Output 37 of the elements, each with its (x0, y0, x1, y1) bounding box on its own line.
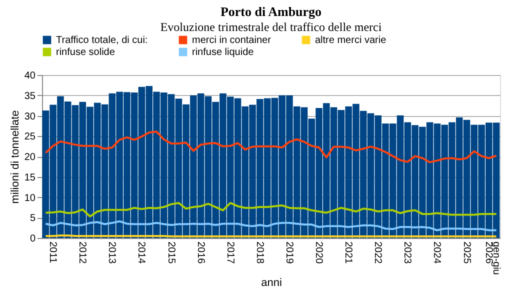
y-tick-label: 15 (24, 172, 36, 184)
x-tick-label: 2021 (342, 242, 354, 264)
line-series (44, 202, 498, 218)
x-tick-label: 2016 (194, 242, 206, 264)
y-tick-label: 35 (24, 90, 36, 102)
x-tick-label: 2015 (165, 242, 176, 264)
x-tick-label: 2011 (47, 242, 58, 264)
y-tick-label: 0 (30, 234, 36, 244)
x-tick-label: 2014 (136, 242, 147, 264)
y-tick-label: 5 (30, 213, 36, 224)
line-series (44, 130, 498, 164)
x-tick-label: gen-giu (490, 242, 502, 275)
x-tick-label: 2025 (460, 242, 472, 264)
legend-label: rinfuse solide (56, 47, 116, 58)
x-tick-label: 2023 (402, 242, 413, 264)
x-tick-label: 2024 (431, 242, 442, 264)
y-tick-label: 30 (24, 111, 36, 122)
y-axis-title: milioni di tonnellate (9, 110, 22, 204)
y-tick-label: 40 (24, 70, 36, 82)
legend-label: rinfuse liquide (192, 47, 254, 58)
x-axis-title: anni (261, 276, 282, 289)
line-series (44, 220, 498, 232)
chart-title: Porto di Amburgo (220, 4, 322, 19)
legend-label: altre merci varie (315, 35, 387, 46)
x-tick-label: 2020 (313, 242, 324, 264)
x-tick-label: 2017 (224, 242, 236, 264)
y-tick-label: 25 (24, 132, 36, 143)
legend-label: merci in container (192, 35, 272, 46)
x-tick-label: 2013 (106, 242, 118, 264)
x-tick-label: 2019 (283, 242, 294, 264)
x-tick-label: 2012 (76, 242, 88, 264)
chart-subtitle: Evoluzione trimestrale del traffico delle merci (160, 20, 382, 34)
x-tick-label: 2022 (372, 242, 384, 264)
x-tick-label: 2018 (254, 242, 265, 264)
legend-label: Traffico totale, di cui: (56, 35, 148, 46)
y-tick-label: 10 (24, 192, 36, 204)
y-tick-label: 20 (24, 152, 36, 163)
